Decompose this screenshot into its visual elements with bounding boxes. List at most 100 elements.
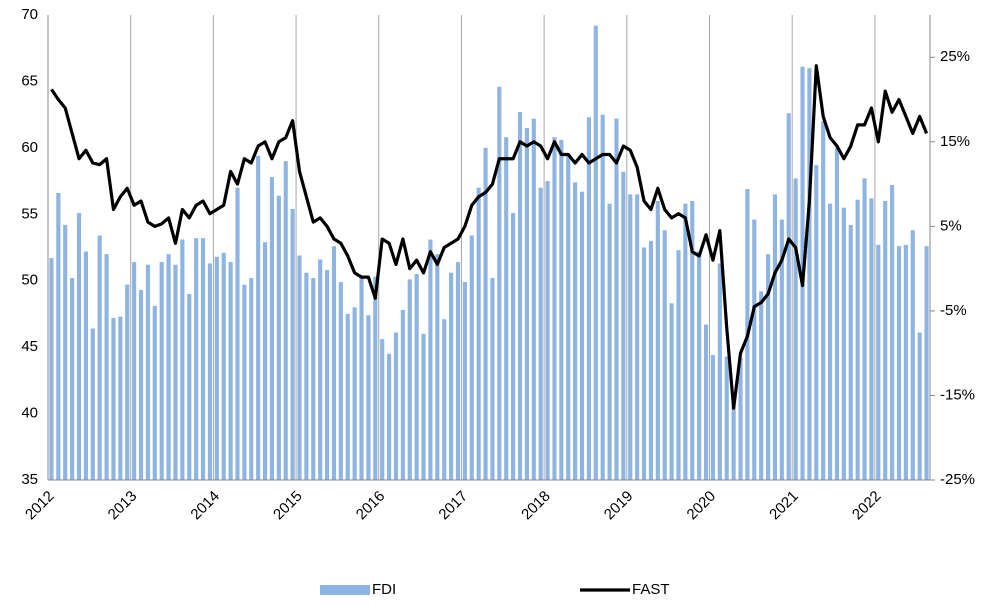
bar: [772, 194, 778, 480]
bar: [387, 353, 392, 480]
line: [50, 64, 929, 410]
bar: [731, 405, 736, 480]
x-tick-label: 2021: [766, 488, 802, 524]
y2-tick-label: 25%: [940, 48, 970, 65]
bar: [890, 185, 895, 481]
bar: [607, 203, 612, 480]
y-tick-label: 70: [21, 6, 38, 23]
bar: [517, 111, 523, 480]
bar: [311, 278, 316, 480]
bar: [759, 291, 764, 480]
bar: [104, 254, 109, 480]
bar: [717, 263, 722, 480]
bar: [49, 258, 54, 480]
bar: [531, 118, 536, 480]
bar: [83, 251, 88, 480]
bar: [635, 194, 640, 480]
bar: [304, 272, 309, 480]
x-tick-label: 2017: [435, 488, 471, 524]
bar: [876, 244, 881, 480]
bar: [862, 178, 867, 480]
bar: [807, 68, 812, 481]
bar: [662, 230, 667, 480]
bar: [883, 201, 888, 480]
x-tick-label: 2014: [187, 488, 223, 524]
bar: [249, 278, 254, 480]
bar: [552, 137, 557, 480]
bar: [228, 262, 233, 480]
y-tick-label: 50: [21, 272, 38, 289]
bar: [214, 256, 219, 480]
bar: [242, 284, 247, 480]
bar: [814, 165, 819, 480]
bar: [435, 254, 440, 480]
bar: [283, 161, 288, 480]
bar: [442, 319, 447, 480]
bar: [138, 290, 144, 480]
bar: [786, 113, 791, 481]
bar: [821, 121, 826, 481]
bar: [476, 187, 481, 480]
bar: [256, 155, 261, 481]
bar: [318, 259, 323, 480]
bar: [779, 219, 784, 480]
bar: [579, 191, 585, 480]
bar: [917, 332, 922, 480]
x-tick-label: 2020: [684, 488, 720, 524]
bar: [573, 182, 578, 480]
bar: [910, 230, 915, 480]
bar: [655, 201, 660, 480]
bar: [297, 255, 302, 480]
bar: [118, 316, 123, 480]
bar: [710, 355, 716, 480]
x-tick-label: 2012: [22, 488, 58, 524]
bar: [524, 127, 529, 480]
bar: [641, 247, 647, 480]
x-tick-label: 2022: [849, 488, 885, 524]
bar: [359, 275, 364, 480]
bar: [180, 239, 185, 480]
bar: [331, 246, 337, 480]
bar: [111, 317, 116, 480]
bar: [828, 203, 833, 480]
bar: [194, 238, 199, 480]
bar: [187, 294, 192, 480]
bar: [628, 194, 633, 480]
y-tick-label: 35: [21, 471, 38, 488]
y2-tick-label: 15%: [940, 133, 970, 150]
bar: [766, 254, 771, 480]
bar: [669, 303, 674, 480]
bar: [683, 203, 688, 480]
bar: [449, 272, 454, 480]
bar: [869, 198, 874, 481]
y-tick-label: 65: [21, 72, 38, 89]
bar: [262, 242, 268, 480]
x-tick-label: 2015: [270, 488, 306, 524]
bar: [221, 252, 226, 480]
bar: [490, 278, 495, 480]
legend-swatch: [320, 585, 370, 595]
bar: [690, 201, 695, 480]
bar: [896, 246, 902, 480]
bar: [586, 117, 591, 481]
x-tick-label: 2018: [518, 488, 554, 524]
bar: [924, 246, 929, 480]
bar: [511, 212, 516, 480]
bar: [621, 171, 626, 480]
bar: [200, 238, 206, 480]
bar: [697, 251, 702, 480]
bar: [676, 250, 681, 480]
bar: [497, 86, 502, 480]
bar: [393, 332, 399, 480]
y2-tick-label: -15%: [940, 386, 975, 403]
bar: [76, 212, 82, 480]
bar: [752, 219, 757, 480]
bar: [703, 324, 709, 480]
y-tick-label: 40: [21, 405, 38, 422]
bar: [855, 199, 860, 480]
bar: [614, 118, 619, 480]
y2-tick-label: -5%: [940, 302, 967, 319]
bar: [504, 137, 509, 480]
bar: [483, 147, 488, 480]
